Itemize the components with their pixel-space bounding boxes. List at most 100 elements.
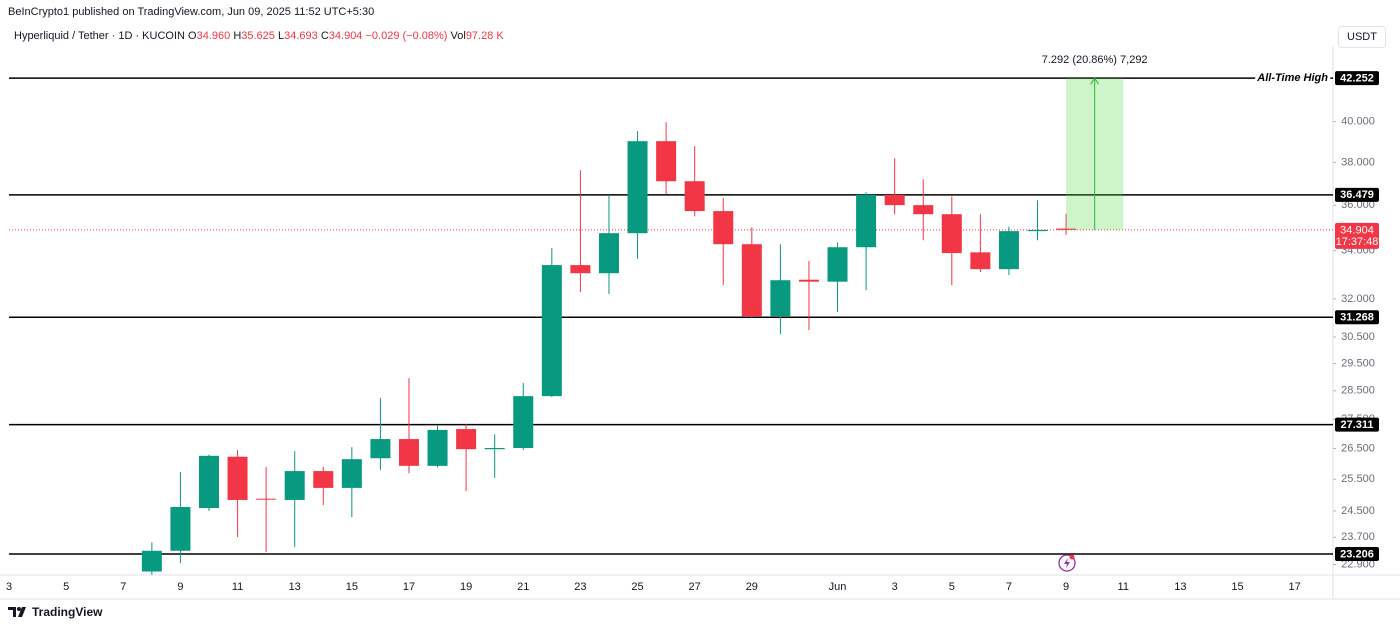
candle-body bbox=[684, 181, 705, 212]
candle-body bbox=[1027, 229, 1048, 232]
x-tick-label: 3 bbox=[6, 581, 12, 593]
legend-key: C bbox=[320, 30, 329, 42]
x-tick-label: 11 bbox=[1118, 581, 1129, 593]
candle-body bbox=[998, 231, 1019, 270]
candle-body bbox=[541, 265, 562, 397]
candle-body bbox=[827, 247, 848, 282]
y-tick-label: 32.000 bbox=[1341, 293, 1375, 305]
legend-change: −0.029 (−0.08%) bbox=[365, 30, 448, 42]
x-tick-label: 13 bbox=[289, 581, 301, 593]
candle-body bbox=[170, 507, 191, 551]
level-price-label: 31.268 bbox=[1340, 312, 1374, 324]
candle-body bbox=[484, 447, 505, 450]
x-tick-label: 7 bbox=[1006, 581, 1012, 593]
x-tick-label: 29 bbox=[746, 581, 758, 593]
x-tick-label: 9 bbox=[1063, 581, 1069, 593]
y-tick-label: 23.700 bbox=[1341, 531, 1375, 543]
candle-body bbox=[313, 471, 334, 488]
level-price-box bbox=[1335, 187, 1379, 202]
candle-body bbox=[941, 214, 962, 254]
x-tick-label: 27 bbox=[689, 581, 701, 593]
x-tick-label: 9 bbox=[177, 581, 183, 593]
plot-area bbox=[9, 77, 1333, 575]
legend-value: 97.28 K bbox=[465, 30, 504, 42]
last-price-label: 34.904 bbox=[1340, 224, 1374, 236]
candle-body bbox=[970, 252, 991, 270]
brand-logo bbox=[8, 607, 26, 617]
level-price-box bbox=[1335, 310, 1379, 325]
x-tick-label: 7 bbox=[120, 581, 126, 593]
x-tick-label: 21 bbox=[517, 581, 529, 593]
candle-body bbox=[570, 265, 591, 274]
legend-key: Vol bbox=[450, 30, 466, 42]
y-tick-label: 30.500 bbox=[1341, 331, 1375, 343]
measure-arrowhead bbox=[1090, 77, 1100, 85]
level-note: All-Time High bbox=[1256, 72, 1328, 84]
y-tick-label: 38.000 bbox=[1341, 156, 1375, 168]
x-tick-label: 3 bbox=[892, 581, 898, 593]
legend-value: 34.960 bbox=[196, 30, 231, 42]
candle-body bbox=[798, 279, 819, 282]
candle-body bbox=[856, 194, 877, 248]
event-dot bbox=[1069, 554, 1075, 560]
x-tick-label: 15 bbox=[346, 581, 358, 593]
x-tick-label: 13 bbox=[1174, 581, 1186, 593]
x-tick-label: 5 bbox=[949, 581, 955, 593]
level-price-label: 27.311 bbox=[1340, 419, 1373, 431]
level-price-label: 23.206 bbox=[1340, 548, 1374, 560]
legend-key: H bbox=[233, 30, 242, 42]
logo-part bbox=[18, 607, 26, 617]
candle-body bbox=[427, 429, 448, 466]
x-tick-label: 5 bbox=[63, 581, 69, 593]
legend-value: 34.904 bbox=[328, 30, 363, 42]
last-price-box bbox=[1335, 222, 1379, 249]
x-tick-label: 17 bbox=[1289, 581, 1301, 593]
candle-body bbox=[256, 498, 277, 500]
y-tick-label: 40.000 bbox=[1341, 116, 1375, 128]
legend-key: L bbox=[277, 30, 285, 42]
candle-body bbox=[627, 141, 648, 234]
level-price-box bbox=[1335, 417, 1379, 432]
y-tick-label: 22.900 bbox=[1341, 558, 1375, 570]
logo-part bbox=[8, 607, 16, 617]
y-tick-label: 26.500 bbox=[1341, 443, 1375, 455]
x-tick-label: 23 bbox=[574, 581, 586, 593]
candle-body bbox=[598, 233, 619, 274]
logo-part bbox=[17, 607, 21, 611]
legend-key: O bbox=[188, 30, 197, 42]
candle-body bbox=[398, 439, 419, 466]
y-tick-label: 24.500 bbox=[1341, 505, 1375, 517]
candle-body bbox=[770, 280, 791, 317]
brand-text: TradingView bbox=[32, 605, 103, 619]
x-tick-label: 19 bbox=[460, 581, 472, 593]
y-tick-label: 25.500 bbox=[1341, 473, 1375, 485]
x-tick-label: 25 bbox=[631, 581, 643, 593]
candle-body bbox=[913, 205, 934, 215]
legend-value: 35.625 bbox=[241, 30, 275, 42]
measure-label: 7.292 (20.86%) 7,292 bbox=[1042, 54, 1148, 66]
currency-button[interactable]: USDT bbox=[1338, 26, 1386, 48]
x-tick-label: 17 bbox=[403, 581, 415, 593]
legend-value: 34.693 bbox=[284, 30, 318, 42]
candle-body bbox=[284, 471, 305, 500]
candle-body bbox=[141, 550, 162, 572]
y-tick-label: 36.000 bbox=[1341, 199, 1375, 211]
candle-body bbox=[713, 211, 734, 245]
candle-body bbox=[741, 244, 762, 317]
candle-body bbox=[370, 439, 391, 459]
candle-body bbox=[884, 194, 905, 206]
event-icon bbox=[1058, 554, 1076, 572]
candle-body bbox=[341, 459, 362, 488]
level-price-label: 36.479 bbox=[1340, 189, 1374, 201]
level-price-box bbox=[1335, 71, 1379, 86]
level-price-label: 42.252 bbox=[1340, 73, 1374, 85]
y-tick-label: 29.500 bbox=[1341, 357, 1375, 369]
candle-body bbox=[1056, 228, 1077, 230]
x-tick-label: 11 bbox=[232, 581, 243, 593]
x-tick-label: Jun bbox=[829, 581, 847, 593]
countdown-label: 17:37:48 bbox=[1336, 236, 1379, 248]
x-tick-label: 15 bbox=[1231, 581, 1243, 593]
symbol: Hyperliquid / Tether · 1D · KUCOIN bbox=[14, 30, 185, 42]
